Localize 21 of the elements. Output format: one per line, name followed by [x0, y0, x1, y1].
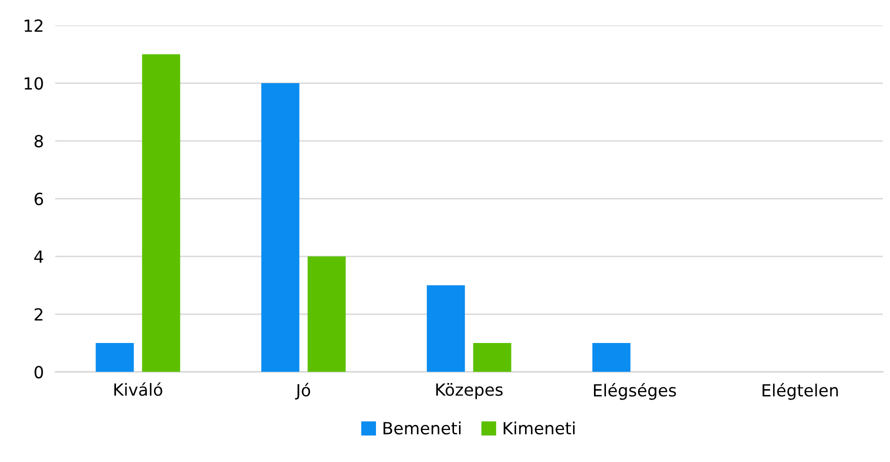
y-tick-label: 4 — [34, 250, 44, 263]
bar — [308, 256, 346, 372]
x-tick-label: Jó — [295, 382, 310, 400]
x-tick-label: Kiváló — [114, 382, 162, 396]
legend-label: Bemeneti — [384, 422, 461, 434]
bar — [426, 285, 465, 372]
legend-label: Kimeneti — [504, 422, 575, 434]
bar — [142, 54, 180, 372]
y-tick-label: 0 — [34, 366, 43, 378]
bar — [592, 343, 630, 372]
y-tick-label: 6 — [34, 192, 44, 206]
bar — [473, 343, 512, 372]
x-tick-label: Közepes — [436, 383, 503, 400]
y-tick-label: 10 — [24, 77, 43, 90]
bar — [96, 343, 134, 372]
x-tick-label: Elégtelen — [762, 383, 838, 400]
y-tick-label: 2 — [34, 308, 42, 320]
y-tick-label: 8 — [34, 134, 43, 148]
x-tick-label: Elégséges — [594, 383, 676, 400]
y-tick-label: 12 — [24, 19, 42, 32]
bar — [261, 83, 300, 372]
